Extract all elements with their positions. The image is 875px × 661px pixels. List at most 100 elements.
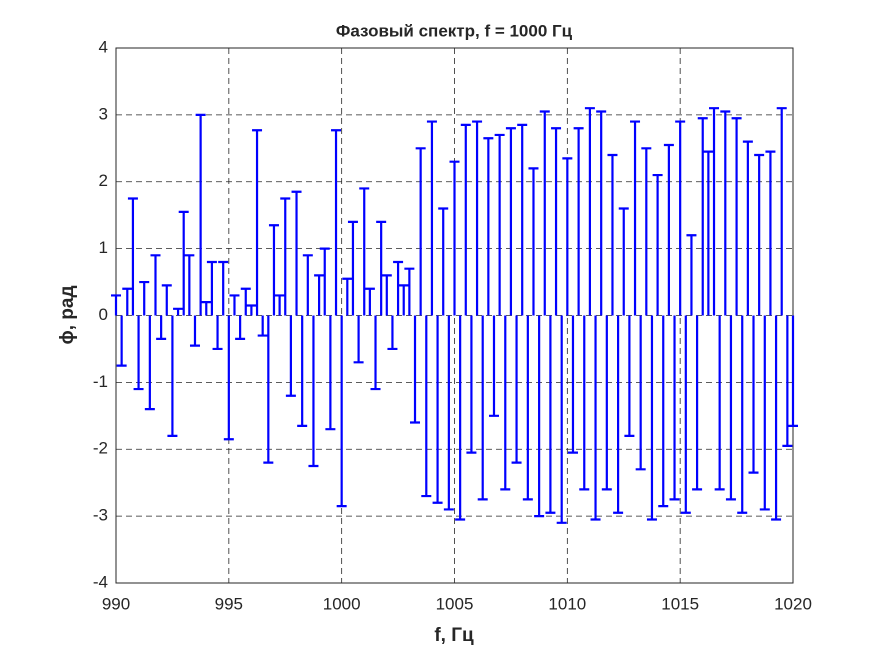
- stem: [528, 167, 539, 316]
- stem: [381, 274, 392, 316]
- stem: [686, 234, 697, 316]
- stem: [353, 315, 364, 364]
- stem: [184, 254, 195, 316]
- stem: [776, 107, 787, 316]
- stem: [725, 315, 736, 501]
- y-tick-label: -3: [93, 506, 108, 525]
- stem: [692, 315, 703, 491]
- stem: [675, 120, 686, 316]
- stem: [630, 120, 641, 316]
- stem: [562, 157, 573, 316]
- x-tick-label: 995: [215, 594, 243, 613]
- stem: [302, 254, 313, 316]
- stem: [156, 315, 167, 341]
- stem: [252, 129, 263, 316]
- stem: [240, 287, 251, 316]
- x-tick-label: 1020: [774, 594, 812, 613]
- x-tick-label: 1000: [323, 594, 361, 613]
- stem: [246, 304, 257, 316]
- stem: [720, 110, 731, 316]
- stem: [737, 315, 748, 514]
- stem: [455, 315, 466, 521]
- stem: [534, 315, 545, 518]
- y-tick-label: -1: [93, 372, 108, 391]
- stem: [613, 315, 624, 514]
- stem: [765, 150, 776, 316]
- stem: [494, 133, 505, 316]
- stem: [551, 127, 562, 316]
- stem: [641, 147, 652, 316]
- stem: [511, 315, 522, 464]
- y-tick-label: 0: [99, 305, 108, 324]
- stem: [624, 315, 635, 437]
- stem: [539, 110, 550, 316]
- stem: [754, 153, 765, 316]
- stem: [522, 315, 533, 501]
- stem: [466, 315, 477, 454]
- stem: [748, 315, 759, 474]
- stem: [573, 127, 584, 316]
- stem: [714, 315, 725, 491]
- stem: [635, 315, 646, 471]
- stem: [223, 315, 234, 441]
- stem: [161, 284, 172, 316]
- stem: [376, 220, 387, 316]
- stem: [342, 277, 353, 316]
- stem: [488, 315, 499, 417]
- x-tick-label: 1010: [548, 594, 586, 613]
- stem: [567, 315, 578, 454]
- stem: [432, 315, 443, 504]
- stem: [218, 260, 229, 316]
- stem: [291, 190, 302, 316]
- stem: [195, 113, 206, 316]
- stem: [178, 210, 189, 316]
- stem: [308, 315, 319, 468]
- stem: [443, 315, 454, 511]
- stem: [116, 315, 127, 367]
- stem: [477, 315, 488, 501]
- stem: [596, 110, 607, 316]
- stem: [387, 315, 398, 351]
- stem: [331, 129, 342, 316]
- stem: [347, 220, 358, 316]
- stem: [133, 315, 144, 391]
- stem: [201, 301, 212, 316]
- stem: [579, 315, 590, 491]
- stem: [483, 137, 494, 316]
- stem: [426, 120, 437, 316]
- stem: [709, 107, 720, 316]
- stem: [173, 307, 184, 316]
- stem: [449, 160, 460, 316]
- stem: [680, 315, 691, 514]
- stem: [144, 315, 155, 411]
- stem: [410, 315, 421, 424]
- stem: [370, 315, 381, 391]
- stem: [280, 197, 291, 316]
- stem: [500, 315, 511, 491]
- stem: [658, 315, 669, 508]
- stem: [189, 315, 200, 347]
- stem: [742, 140, 753, 316]
- stem: [460, 123, 471, 316]
- x-tick-label: 990: [102, 594, 130, 613]
- stem: [297, 315, 308, 427]
- stem: [438, 207, 449, 316]
- stem: [235, 315, 246, 341]
- stem: [212, 315, 223, 351]
- stem: [601, 315, 612, 491]
- stem: [663, 143, 674, 316]
- stem: [111, 294, 121, 316]
- stem: [336, 315, 347, 508]
- stem: [263, 315, 274, 464]
- y-tick-label: -4: [93, 572, 108, 591]
- stem: [517, 123, 528, 316]
- stem: [618, 207, 629, 316]
- stem: [285, 315, 296, 397]
- stem: [364, 287, 375, 316]
- stem: [788, 315, 798, 427]
- stem: [505, 127, 516, 316]
- x-tick-label: 1015: [661, 594, 699, 613]
- stem: [652, 173, 663, 316]
- stem: [584, 107, 595, 316]
